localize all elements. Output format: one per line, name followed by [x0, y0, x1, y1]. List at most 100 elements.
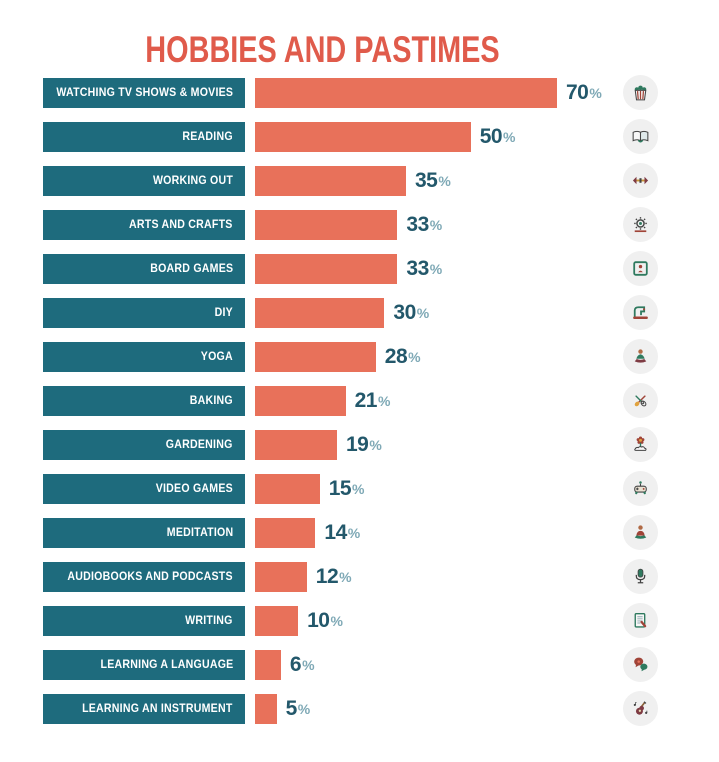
flower-icon: [623, 427, 658, 462]
percent-sign: %: [297, 701, 311, 717]
percent-sign: %: [429, 217, 443, 233]
row-label: LEARNING AN INSTRUMENT: [82, 703, 233, 715]
bar: [255, 606, 299, 636]
row-label: MEDITATION: [166, 527, 233, 539]
bar: [255, 254, 398, 284]
row-label: WATCHING TV SHOWS & MOVIES: [56, 87, 233, 99]
bar-value-number: 19: [346, 433, 369, 456]
row-label: READING: [182, 131, 233, 143]
row-label-box: LEARNING A LANGUAGE: [43, 650, 245, 680]
popcorn-icon: [623, 75, 658, 110]
row-label-box: WATCHING TV SHOWS & MOVIES: [43, 78, 245, 108]
chart-row: MEDITATION 14%: [43, 515, 658, 550]
bar: [255, 650, 281, 680]
chart-row: WATCHING TV SHOWS & MOVIES 70%: [43, 75, 658, 110]
chart-row: VIDEO GAMES 15%: [43, 471, 658, 506]
bar: [255, 298, 385, 328]
bar-value: 10%: [307, 606, 343, 636]
bar-value-number: 15: [328, 477, 352, 500]
bar-value: 14%: [324, 518, 360, 548]
bar-value: 19%: [346, 430, 382, 460]
chart-row: DIY 30%: [43, 295, 658, 330]
percent-sign: %: [377, 393, 391, 409]
bar-value: 33%: [406, 254, 442, 284]
percent-sign: %: [503, 129, 516, 145]
meditation-icon: [623, 515, 658, 550]
percent-sign: %: [416, 305, 430, 321]
row-label-box: GARDENING: [43, 430, 245, 460]
bar-value-number: 33: [406, 213, 429, 236]
bar: [255, 122, 471, 152]
percent-sign: %: [302, 657, 315, 673]
row-label: ARTS AND CRAFTS: [129, 219, 233, 231]
bar-value-number: 33: [406, 257, 429, 280]
bar-value-number: 70: [566, 81, 589, 104]
bar: [255, 210, 398, 240]
row-label-box: AUDIOBOOKS AND PODCASTS: [43, 562, 245, 592]
row-label-box: WRITING: [43, 606, 245, 636]
guitar-icon: [623, 691, 658, 726]
bar-value-number: 28: [384, 345, 408, 368]
row-label-box: WORKING OUT: [43, 166, 245, 196]
dumbbell-icon: [623, 163, 658, 198]
row-label: WORKING OUT: [152, 175, 233, 187]
bar: [255, 430, 337, 460]
speech-bubbles-icon: [623, 647, 658, 682]
baking-utensils-icon: [623, 383, 658, 418]
bar-value-number: 10: [307, 609, 330, 632]
bar-value: 70%: [566, 78, 602, 108]
row-label: VIDEO GAMES: [155, 483, 233, 495]
row-label: BOARD GAMES: [149, 263, 233, 275]
percent-sign: %: [589, 85, 602, 101]
bar-value: 15%: [329, 474, 365, 504]
bar-value: 30%: [393, 298, 429, 328]
bar-value: 6%: [290, 650, 315, 680]
row-label: YOGA: [200, 351, 233, 363]
chart-row: READING 50%: [43, 119, 658, 154]
bar-value-number: 50: [479, 125, 503, 148]
yoga-pose-icon: [623, 339, 658, 374]
bar-value: 50%: [480, 122, 516, 152]
bar-value: 33%: [406, 210, 442, 240]
row-label: DIY: [214, 307, 233, 319]
percent-sign: %: [347, 525, 361, 541]
row-label: WRITING: [185, 615, 233, 627]
page-title: HOBBIES AND PASTIMES: [145, 28, 500, 70]
bar: [255, 562, 307, 592]
row-label: AUDIOBOOKS AND PODCASTS: [67, 571, 233, 583]
percent-sign: %: [352, 481, 365, 497]
row-label: LEARNING A LANGUAGE: [100, 659, 233, 671]
row-label: BAKING: [189, 395, 233, 407]
sewing-machine-icon: [623, 295, 658, 330]
bar-value-number: 12: [315, 565, 339, 588]
bar: [255, 518, 316, 548]
row-label-box: YOGA: [43, 342, 245, 372]
row-label-box: VIDEO GAMES: [43, 474, 245, 504]
percent-sign: %: [339, 569, 352, 585]
chart-row: BOARD GAMES 33%: [43, 251, 658, 286]
row-label-box: BAKING: [43, 386, 245, 416]
microphone-icon: [623, 559, 658, 594]
bar: [255, 386, 346, 416]
bar-value: 5%: [286, 694, 311, 724]
pottery-wheel-icon: [623, 207, 658, 242]
chart-row: AUDIOBOOKS AND PODCASTS 12%: [43, 559, 658, 594]
notepad-pen-icon: [623, 603, 658, 638]
percent-sign: %: [438, 173, 451, 189]
bar: [255, 78, 557, 108]
chart-row: ARTS AND CRAFTS 33%: [43, 207, 658, 242]
chart-row: BAKING 21%: [43, 383, 658, 418]
chart-row: LEARNING A LANGUAGE 6%: [43, 647, 658, 682]
bar-value-number: 6: [289, 653, 302, 676]
board-game-icon: [623, 251, 658, 286]
row-label-box: READING: [43, 122, 245, 152]
bar-value: 28%: [385, 342, 421, 372]
row-label-box: BOARD GAMES: [43, 254, 245, 284]
row-label-box: ARTS AND CRAFTS: [43, 210, 245, 240]
bar-value-number: 35: [415, 169, 438, 192]
row-label-box: DIY: [43, 298, 245, 328]
game-controller-icon: [623, 471, 658, 506]
bar-value: 12%: [316, 562, 352, 592]
bar-value: 21%: [355, 386, 391, 416]
